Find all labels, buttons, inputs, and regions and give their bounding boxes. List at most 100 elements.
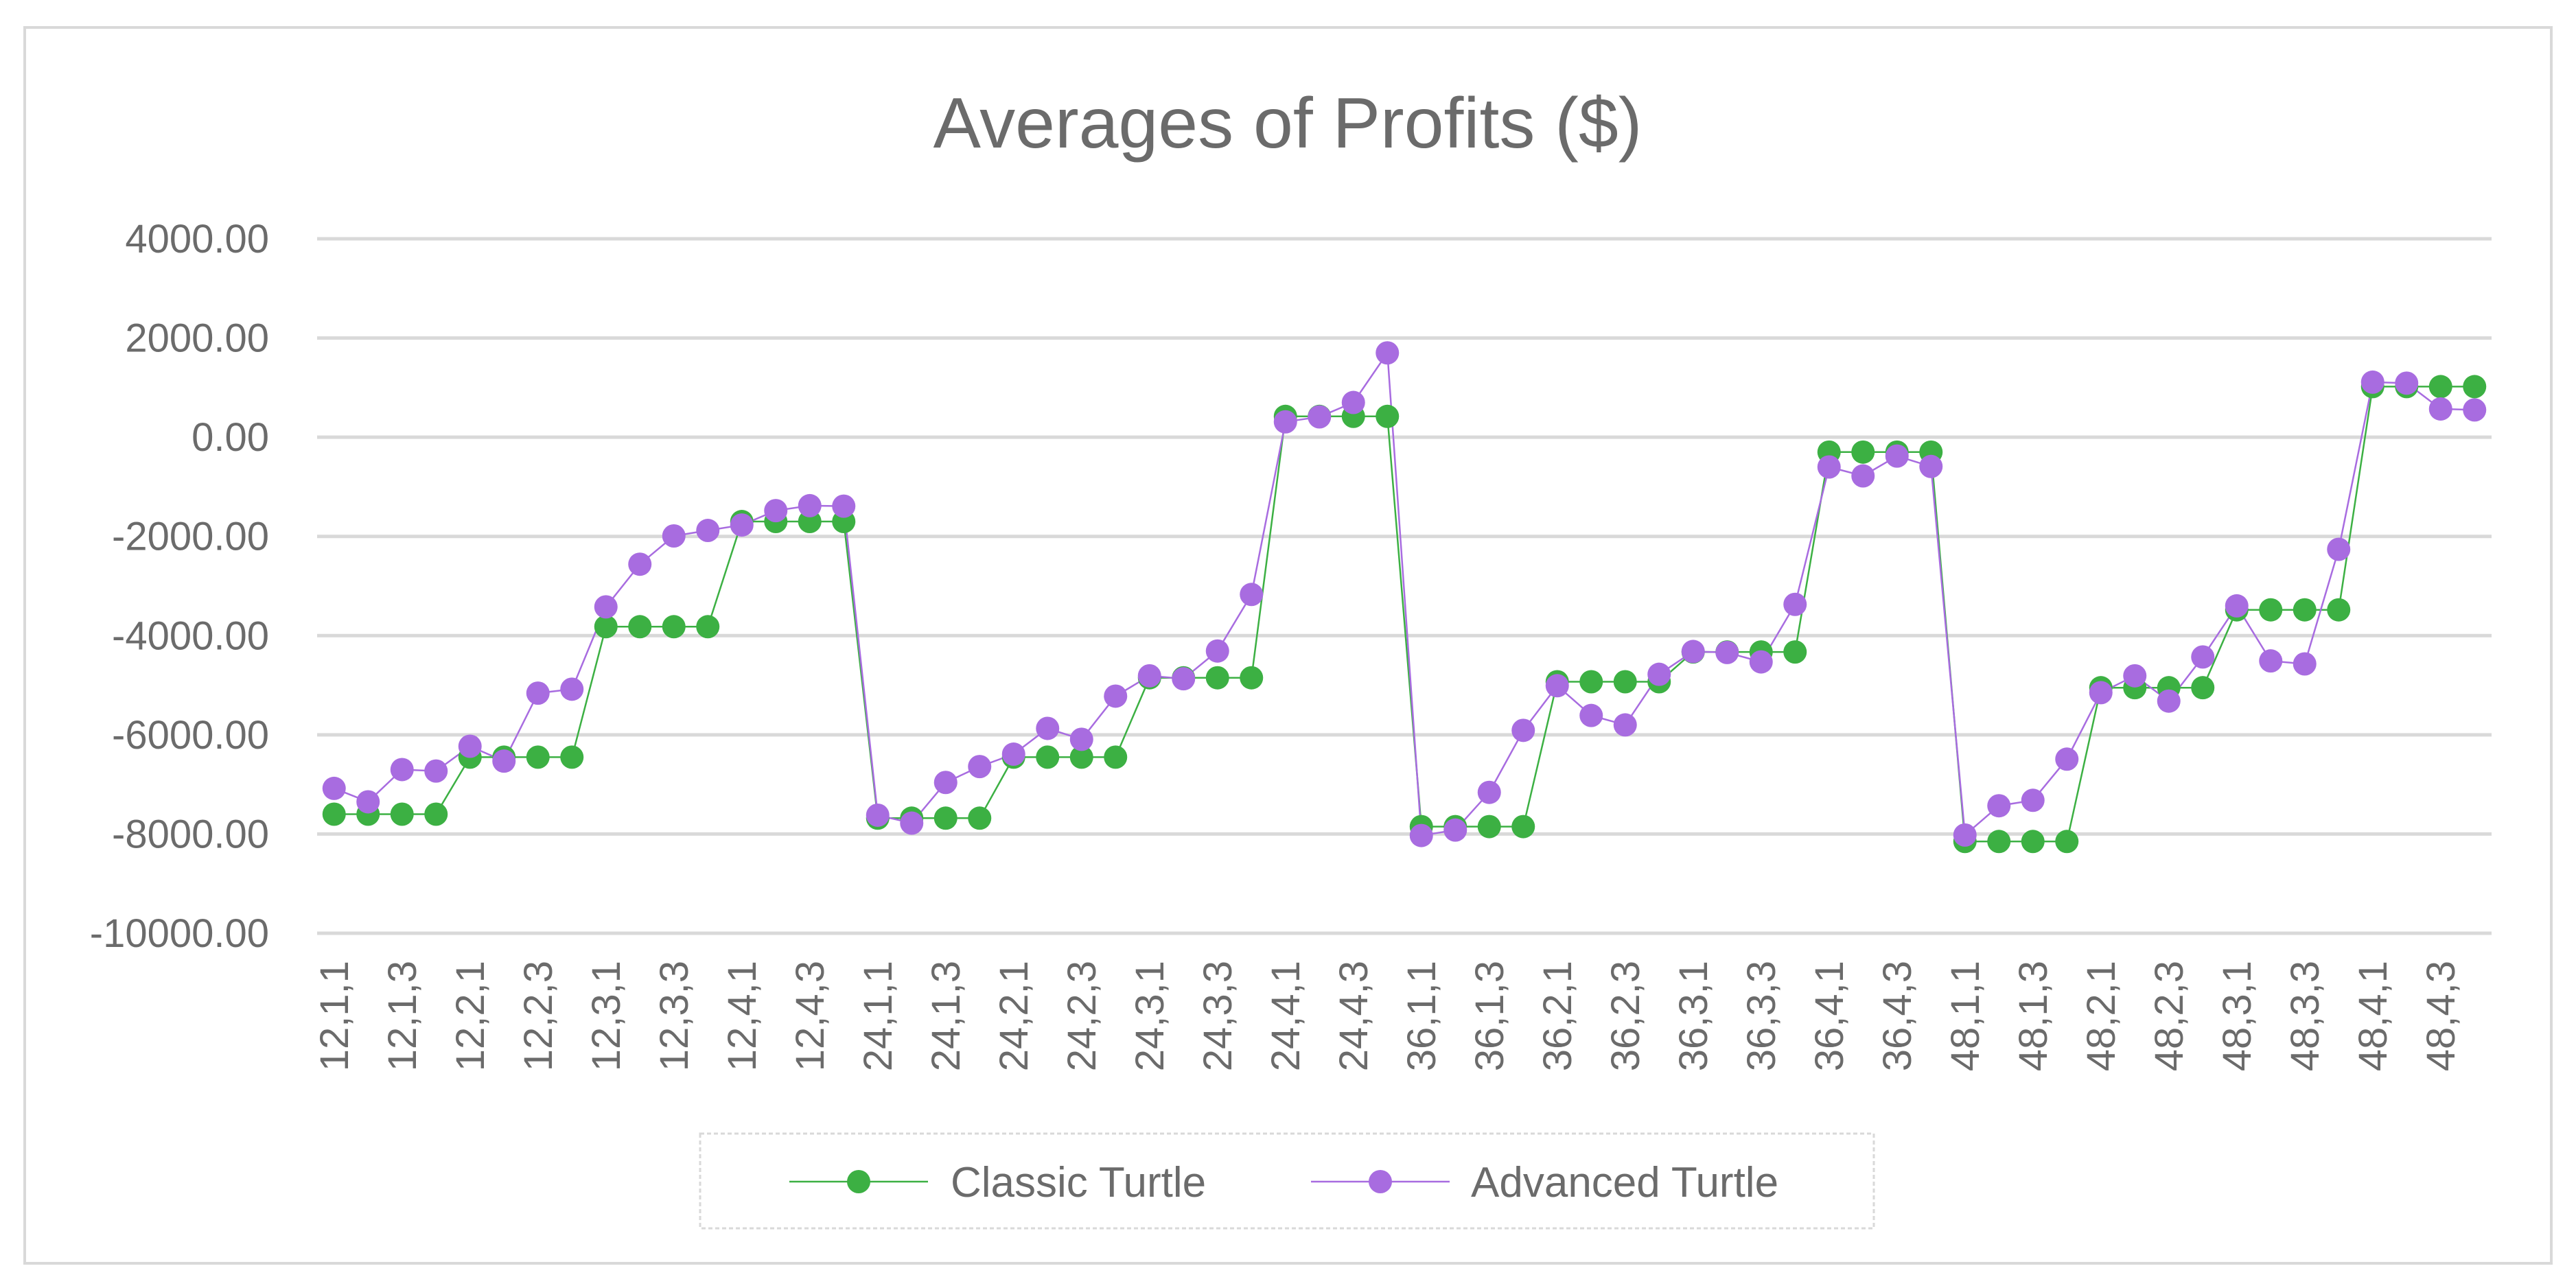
data-point	[1137, 664, 1161, 688]
legend-marker	[1369, 1170, 1392, 1193]
data-point	[2157, 689, 2181, 713]
x-tick-label: 48,4,1	[2351, 961, 2395, 1071]
data-point	[390, 758, 414, 782]
data-point	[900, 811, 924, 835]
data-point	[1749, 650, 1773, 674]
data-point	[1647, 662, 1671, 686]
data-point	[730, 513, 754, 537]
data-point	[2021, 830, 2045, 854]
data-point	[696, 519, 720, 543]
data-point	[1069, 745, 1093, 769]
data-point	[492, 749, 516, 773]
chart-frame	[23, 26, 2553, 1265]
data-point	[322, 802, 346, 826]
data-point	[2463, 375, 2487, 399]
y-tick-label: 0.00	[192, 415, 269, 460]
data-point	[968, 755, 992, 779]
series-classic-turtle	[334, 386, 2475, 843]
data-point	[933, 771, 958, 795]
x-tick-label: 12,3,3	[652, 961, 697, 1071]
data-point	[2293, 652, 2317, 676]
data-point	[1240, 583, 1264, 607]
data-point	[1172, 667, 1196, 691]
x-axis-ticks: 12,1,1 12,1,3 12,2,1 12,2,3 12,3,1 12,3,3 12,4…	[312, 961, 2463, 1071]
data-point	[866, 803, 890, 827]
data-point	[1715, 640, 1739, 664]
data-point	[2259, 598, 2283, 622]
data-point	[2259, 649, 2283, 673]
data-point	[1001, 742, 1025, 766]
data-point	[1613, 670, 1637, 694]
data-point	[696, 615, 720, 639]
data-point	[2293, 598, 2317, 622]
data-point	[2395, 371, 2419, 395]
data-point	[1613, 713, 1637, 737]
data-point	[2055, 747, 2079, 771]
data-point	[1783, 592, 1807, 616]
data-point	[662, 524, 686, 548]
x-tick-label: 36,1,1	[1400, 961, 1444, 1071]
data-point	[832, 494, 856, 518]
x-tick-label: 36,3,1	[1671, 961, 1716, 1071]
data-point	[662, 615, 686, 639]
data-point	[1341, 390, 1365, 414]
data-point	[933, 806, 958, 830]
data-point	[968, 806, 992, 830]
x-tick-label: 48,3,3	[2283, 961, 2328, 1071]
data-point	[2327, 537, 2351, 561]
series-layer	[322, 341, 2487, 854]
legend-box	[699, 1132, 1875, 1230]
x-tick-label: 12,3,1	[584, 961, 629, 1071]
x-tick-label: 48,2,3	[2147, 961, 2192, 1071]
series-advanced-turtle	[334, 350, 2475, 837]
data-point	[2055, 830, 2079, 854]
data-point	[1817, 455, 1841, 479]
data-point	[1409, 823, 1433, 847]
data-point	[1987, 794, 2011, 818]
y-tick-label: -2000.00	[112, 515, 269, 559]
data-point	[1851, 440, 1875, 464]
y-tick-label: -10000.00	[90, 911, 269, 956]
data-point	[1104, 745, 1128, 769]
data-point	[424, 759, 448, 783]
x-tick-label: 24,1,1	[856, 961, 901, 1071]
x-tick-label: 24,3,1	[1128, 961, 1172, 1071]
x-tick-label: 48,2,1	[2079, 961, 2124, 1071]
data-point	[322, 776, 346, 800]
data-point	[1069, 727, 1093, 751]
data-point	[560, 745, 584, 769]
x-tick-label: 36,3,3	[1739, 961, 1784, 1071]
x-tick-label: 36,1,3	[1467, 961, 1512, 1071]
y-tick-label: -4000.00	[112, 613, 269, 658]
x-tick-label: 12,1,3	[380, 961, 425, 1071]
x-tick-label: 36,2,3	[1603, 961, 1648, 1071]
data-point	[1681, 640, 1705, 664]
y-axis-ticks: 4000.00 2000.00 0.00 -2000.00 -4000.00 -6000.…	[90, 217, 269, 956]
x-tick-label: 36,2,1	[1535, 961, 1580, 1071]
data-point	[1477, 815, 1501, 839]
data-point	[1443, 818, 1467, 842]
data-point	[526, 681, 550, 705]
data-point	[1783, 640, 1807, 664]
data-point	[2021, 788, 2045, 812]
x-tick-label: 48,4,3	[2419, 961, 2463, 1071]
data-point	[594, 595, 618, 619]
data-point	[1376, 341, 1400, 365]
data-point	[594, 615, 618, 639]
legend-marker	[847, 1170, 870, 1193]
x-tick-label: 24,3,3	[1196, 961, 1240, 1071]
data-point	[2360, 370, 2384, 394]
x-tick-label: 12,1,1	[312, 961, 357, 1071]
data-point	[1036, 716, 1060, 740]
chart-title: Averages of Profits ($)	[933, 84, 1643, 163]
x-tick-label: 12,2,1	[448, 961, 493, 1071]
data-point	[2089, 681, 2113, 705]
y-tick-label: -6000.00	[112, 713, 269, 758]
data-point	[2225, 594, 2249, 618]
data-point	[1376, 404, 1400, 428]
data-point	[1477, 780, 1501, 804]
data-point	[1205, 639, 1229, 663]
data-point	[1104, 684, 1128, 708]
data-point	[798, 493, 822, 517]
y-tick-label: -8000.00	[112, 812, 269, 856]
